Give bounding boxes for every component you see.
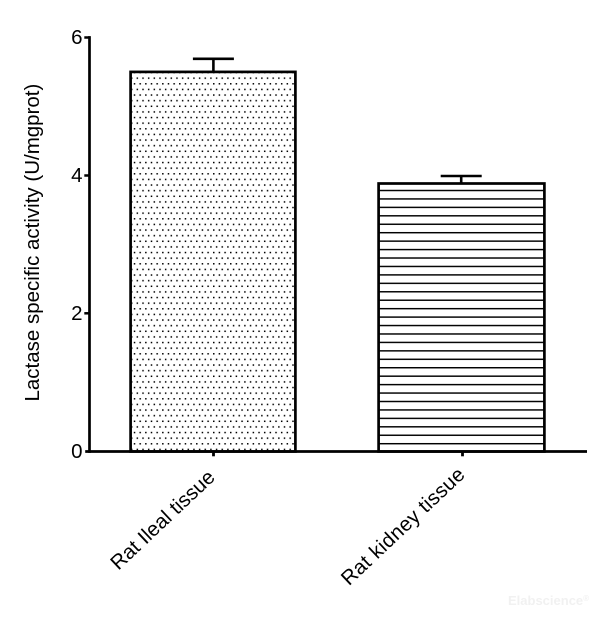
svg-text:0: 0 [71,440,82,463]
svg-text:6: 6 [71,26,82,49]
svg-text:Elabscience®: Elabscience® [508,593,589,608]
svg-text:Lactase specific activity (U/m: Lactase specific activity (U/mgprot) [21,84,44,402]
svg-text:2: 2 [71,302,82,325]
svg-text:4: 4 [71,164,82,187]
